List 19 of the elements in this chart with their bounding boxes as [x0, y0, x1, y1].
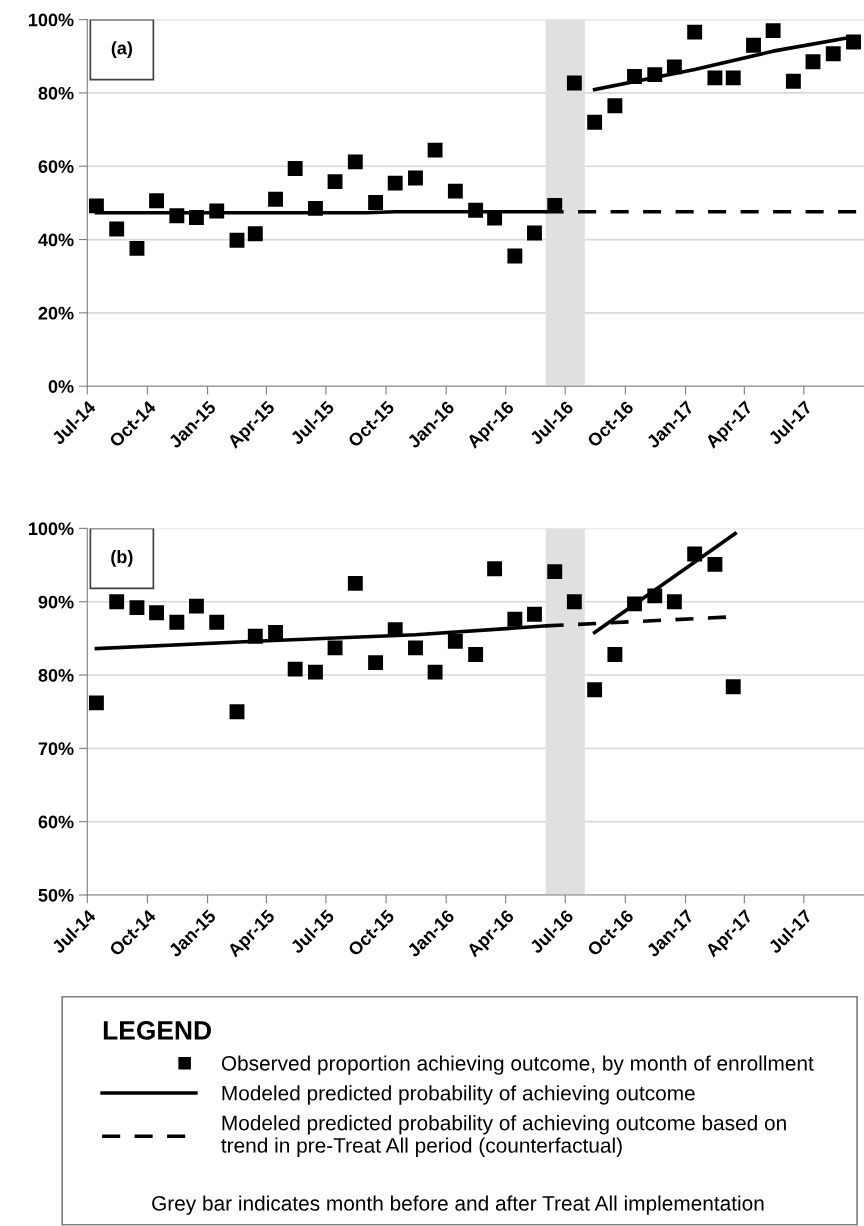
y-tick-label: 40%: [38, 233, 74, 247]
y-tick-label: 20%: [38, 306, 74, 320]
text: (a): [111, 41, 133, 59]
y-tick-label: 50%: [38, 888, 74, 902]
y-tick-label: 70%: [38, 742, 74, 756]
legend-label: Modeled predicted probability of achieving outcome based on trend in pre-Treat All period (counterfactual): [221, 1115, 786, 1157]
y-tick-label: 0%: [48, 380, 74, 393]
legend-label: Observed proportion achieving outcome, by month of enrollment: [221, 1055, 814, 1075]
y-tick-label: 90%: [38, 595, 74, 609]
legend-title: LEGEND: [103, 1021, 211, 1040]
y-tick-label: 100%: [29, 13, 74, 27]
y-tick-label: 60%: [38, 815, 74, 829]
y-tick-label: 80%: [38, 668, 74, 682]
y-tick-label: 100%: [29, 522, 74, 536]
y-tick-label: 60%: [38, 160, 74, 173]
y-tick-label: 80%: [38, 86, 74, 100]
legend-label: Modeled predicted probability of achieving outcome: [222, 1085, 695, 1105]
text: (b): [111, 549, 133, 567]
text: Grey bar indicates month before and after Treat All implementation: [152, 1195, 764, 1215]
